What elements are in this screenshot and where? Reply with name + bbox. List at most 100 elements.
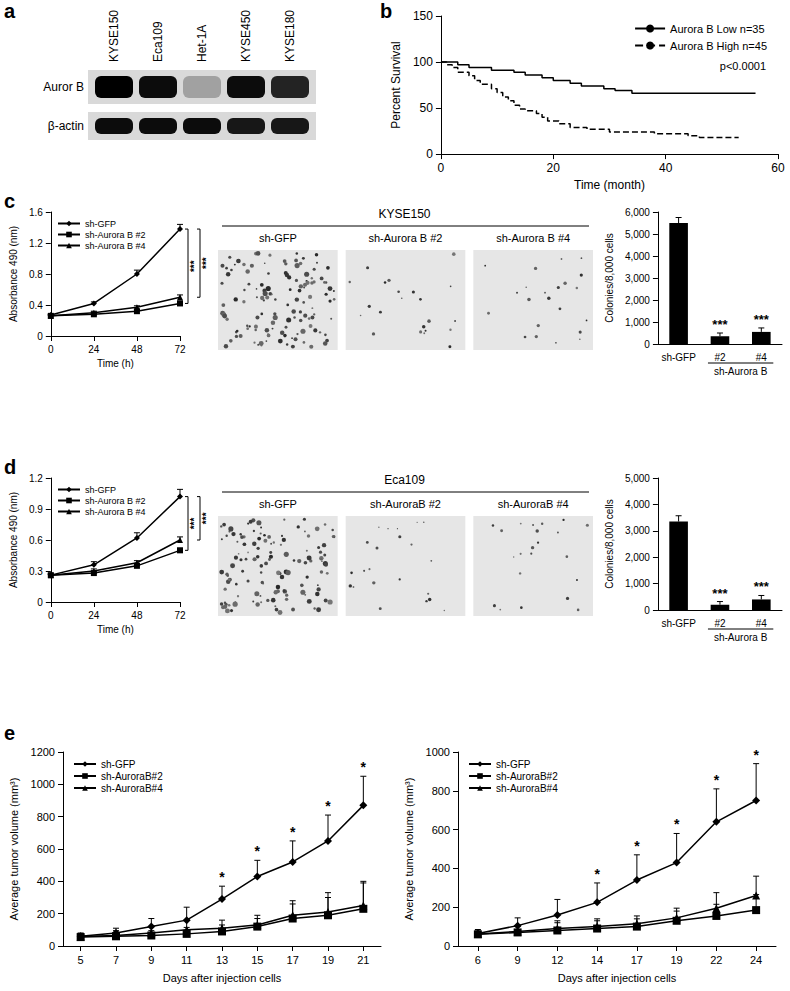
svg-text:*: * <box>753 747 759 763</box>
svg-text:Eca109: Eca109 <box>151 21 165 62</box>
svg-text:48: 48 <box>131 344 143 355</box>
svg-text:sh-Aurora B #2: sh-Aurora B #2 <box>369 232 443 244</box>
svg-text:0: 0 <box>37 331 43 342</box>
svg-text:*: * <box>219 869 225 885</box>
svg-text:0: 0 <box>37 597 43 608</box>
svg-text:6,000: 6,000 <box>625 207 650 218</box>
svg-text:400: 400 <box>432 862 450 874</box>
svg-text:72: 72 <box>174 344 186 355</box>
svg-text:6: 6 <box>475 954 481 966</box>
svg-text:3,000: 3,000 <box>625 273 650 284</box>
svg-text:Days after injection cells: Days after injection cells <box>558 972 677 984</box>
svg-text:***: *** <box>189 518 200 530</box>
svg-text:0.8: 0.8 <box>29 269 43 280</box>
svg-text:800: 800 <box>432 785 450 797</box>
svg-text:0: 0 <box>644 339 650 350</box>
svg-text:Average tumor volume (mm³): Average tumor volume (mm³) <box>403 778 415 921</box>
svg-text:2,000: 2,000 <box>625 295 650 306</box>
svg-text:400: 400 <box>37 875 55 887</box>
svg-text:***: *** <box>189 260 200 272</box>
svg-text:sh-GFP: sh-GFP <box>496 759 531 770</box>
svg-text:14: 14 <box>591 954 603 966</box>
svg-text:600: 600 <box>432 824 450 836</box>
svg-text:#4: #4 <box>756 618 768 629</box>
svg-text:24: 24 <box>750 954 762 966</box>
svg-text:72: 72 <box>174 610 186 621</box>
svg-text:Time (h): Time (h) <box>97 358 134 369</box>
svg-text:Average tumor volume (mm³): Average tumor volume (mm³) <box>8 778 20 921</box>
svg-text:Aurora B Low n=35: Aurora B Low n=35 <box>670 23 764 35</box>
svg-text:Eca109: Eca109 <box>384 473 425 487</box>
svg-text:50: 50 <box>420 101 434 115</box>
svg-text:0: 0 <box>48 344 54 355</box>
svg-text:40: 40 <box>659 161 673 175</box>
svg-text:sh-GFP: sh-GFP <box>85 485 116 495</box>
svg-text:1000: 1000 <box>426 746 450 758</box>
svg-text:***: *** <box>754 312 770 327</box>
svg-text:19: 19 <box>322 954 334 966</box>
svg-text:24: 24 <box>88 344 100 355</box>
svg-text:sh-GFP: sh-GFP <box>259 232 297 244</box>
svg-text:0: 0 <box>48 610 54 621</box>
svg-text:600: 600 <box>37 843 55 855</box>
svg-text:Absorbance 490 (nm): Absorbance 490 (nm) <box>8 226 19 322</box>
svg-text:3,000: 3,000 <box>625 525 650 536</box>
svg-text:sh-AuroraB#4: sh-AuroraB#4 <box>101 783 163 794</box>
svg-text:KYSE150: KYSE150 <box>107 10 121 62</box>
svg-text:800: 800 <box>37 811 55 823</box>
svg-text:22: 22 <box>710 954 722 966</box>
svg-text:5,000: 5,000 <box>625 473 650 484</box>
svg-text:p<0.0001: p<0.0001 <box>720 60 766 72</box>
svg-text:2,000: 2,000 <box>625 552 650 563</box>
svg-text:Colonies/8,000 cells: Colonies/8,000 cells <box>604 499 615 589</box>
svg-text:Percent Survival: Percent Survival <box>389 41 403 128</box>
svg-text:***: *** <box>201 257 212 269</box>
svg-text:0: 0 <box>49 940 55 952</box>
svg-text:sh-GFP: sh-GFP <box>259 498 297 510</box>
svg-text:17: 17 <box>287 954 299 966</box>
svg-text:15: 15 <box>251 954 263 966</box>
svg-text:11: 11 <box>181 954 192 966</box>
svg-text:*: * <box>634 838 640 854</box>
svg-text:Auror B: Auror B <box>43 80 84 94</box>
svg-text:Colonies/8,000 cells: Colonies/8,000 cells <box>604 233 615 323</box>
svg-text:48: 48 <box>131 610 143 621</box>
svg-text:sh-GFP: sh-GFP <box>661 618 696 629</box>
svg-text:150: 150 <box>413 9 433 23</box>
svg-text:0.6: 0.6 <box>29 535 43 546</box>
svg-text:1,000: 1,000 <box>625 317 650 328</box>
svg-text:4,000: 4,000 <box>625 499 650 510</box>
svg-text:0.3: 0.3 <box>29 566 43 577</box>
svg-text:1000: 1000 <box>31 778 55 790</box>
svg-text:60: 60 <box>771 161 785 175</box>
svg-text:0.9: 0.9 <box>29 504 43 515</box>
svg-text:Het-1A: Het-1A <box>195 25 209 62</box>
svg-text:0: 0 <box>426 147 433 161</box>
svg-text:5,000: 5,000 <box>625 229 650 240</box>
svg-text:sh-Aurora B: sh-Aurora B <box>714 632 768 643</box>
svg-text:200: 200 <box>432 901 450 913</box>
svg-text:sh-GFP: sh-GFP <box>85 219 116 229</box>
svg-text:*: * <box>290 824 296 840</box>
svg-text:0: 0 <box>444 940 450 952</box>
svg-text:***: *** <box>201 512 212 524</box>
svg-text:*: * <box>594 866 600 882</box>
svg-text:0: 0 <box>644 605 650 616</box>
svg-text:sh-Aurora B #4: sh-Aurora B #4 <box>496 232 570 244</box>
svg-text:21: 21 <box>357 954 369 966</box>
svg-text:*: * <box>714 772 720 788</box>
svg-text:*: * <box>361 759 367 775</box>
svg-text:1.2: 1.2 <box>29 473 43 484</box>
svg-text:sh-Aurora B: sh-Aurora B <box>714 366 768 377</box>
svg-text:sh-GFP: sh-GFP <box>101 759 136 770</box>
svg-text:sh-AuroraB #2: sh-AuroraB #2 <box>370 498 441 510</box>
svg-text:*: * <box>325 798 331 814</box>
svg-text:13: 13 <box>216 954 228 966</box>
svg-text:1.2: 1.2 <box>29 238 43 249</box>
svg-text:sh-AuroraB #4: sh-AuroraB #4 <box>498 498 569 510</box>
svg-text:200: 200 <box>37 908 55 920</box>
svg-text:Aurora B High n=45: Aurora B High n=45 <box>670 40 767 52</box>
svg-text:5: 5 <box>78 954 84 966</box>
svg-text:sh-Aurora B #2: sh-Aurora B #2 <box>85 496 146 506</box>
svg-text:KYSE180: KYSE180 <box>283 10 297 62</box>
